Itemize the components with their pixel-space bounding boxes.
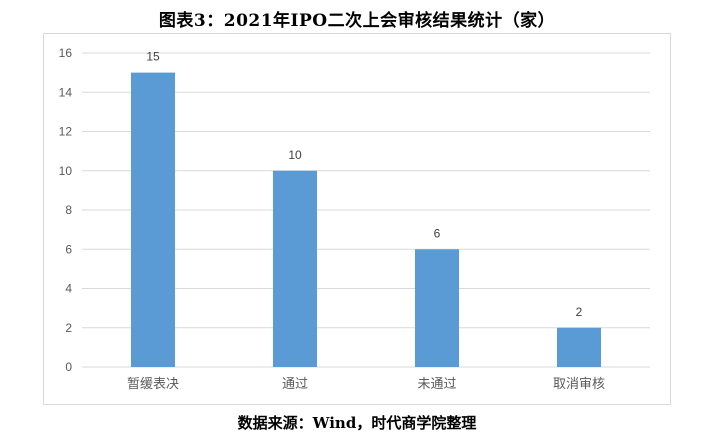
x-tick-label-未通过: 未通过 (417, 377, 456, 392)
y-tick-label-2: 2 (65, 321, 72, 335)
y-tick-label-10: 10 (59, 164, 73, 178)
bar-取消审核 (556, 327, 602, 367)
x-tick-label-通过: 通过 (282, 377, 308, 392)
bar-暂缓表决 (130, 72, 176, 367)
chart-area (43, 33, 671, 405)
bar-通过 (272, 170, 318, 367)
y-tick-label-14: 14 (59, 85, 73, 99)
data-label-通过: 10 (288, 148, 302, 162)
data-label-暂缓表决: 15 (146, 50, 160, 64)
y-tick-label-4: 4 (65, 282, 72, 296)
y-tick-label-6: 6 (65, 242, 72, 256)
y-tick-label-8: 8 (65, 203, 72, 217)
y-tick-label-16: 16 (59, 46, 73, 60)
y-tick-label-0: 0 (65, 360, 72, 374)
data-label-未通过: 6 (434, 226, 441, 240)
bar-未通过 (414, 249, 460, 367)
chart-title: 图表3：2021年IPO二次上会审核结果统计（家） (158, 11, 556, 31)
y-tick-label-12: 12 (59, 125, 73, 139)
data-source-note: 数据来源：Wind，时代商学院整理 (237, 414, 477, 432)
x-tick-label-取消审核: 取消审核 (553, 377, 605, 392)
x-tick-label-暂缓表决: 暂缓表决 (127, 377, 179, 392)
data-label-取消审核: 2 (576, 305, 583, 319)
